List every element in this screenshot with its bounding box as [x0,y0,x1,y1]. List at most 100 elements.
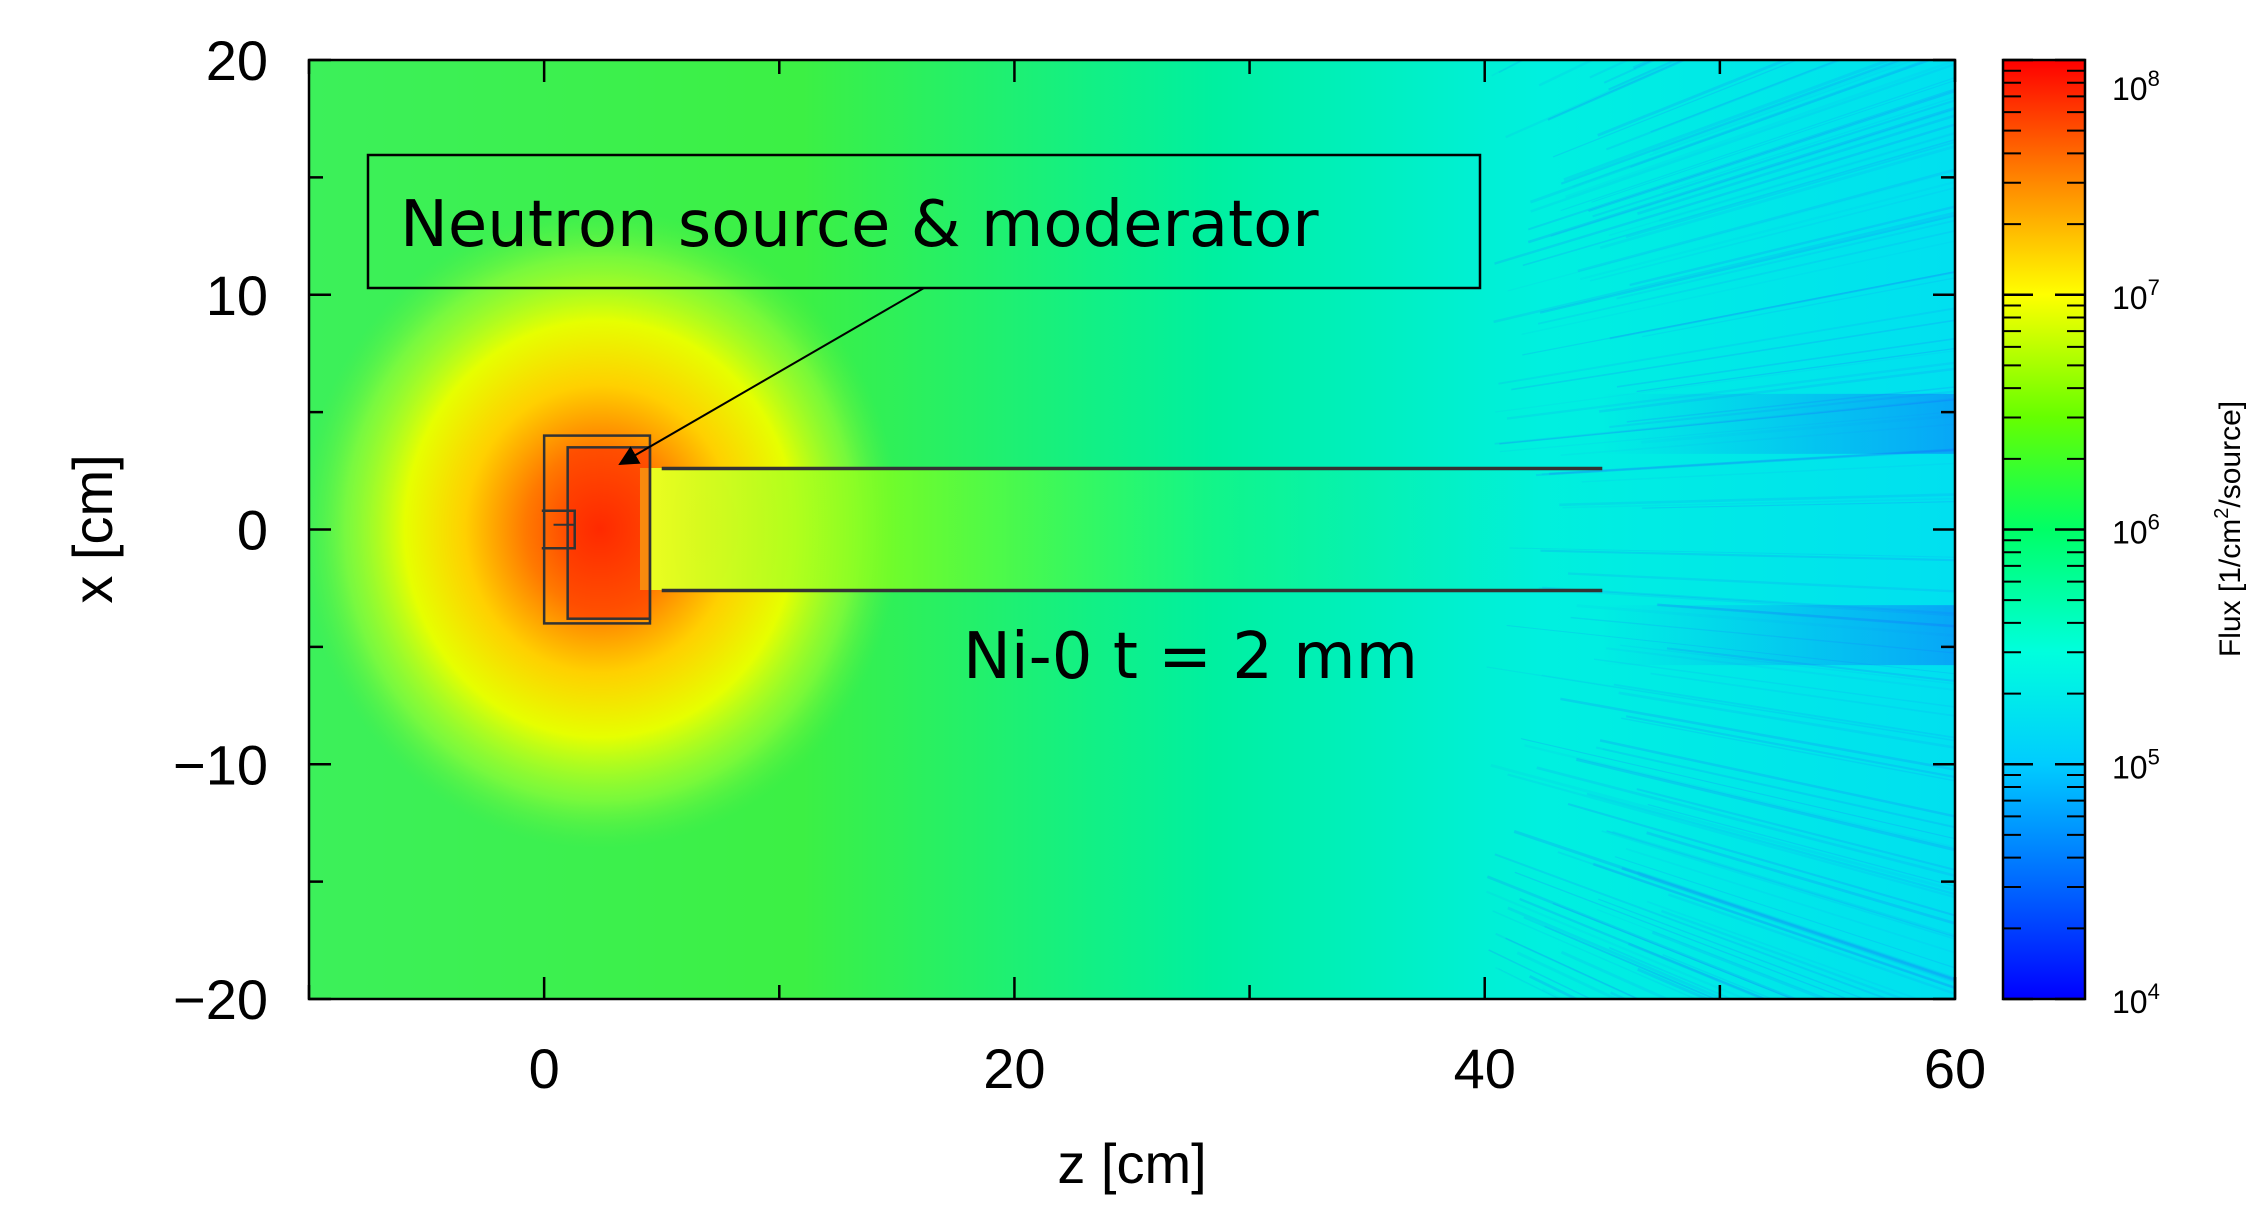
flux-streak [1486,666,1955,742]
flux-streak [1608,132,1955,237]
flux-streak [1514,871,1850,999]
flux-streak [1524,744,1955,849]
flux-streak [1652,60,1909,154]
flux-streak [1536,766,1955,878]
flux-streak [1597,898,1866,999]
flux-streak [1625,141,1955,238]
flux-streak [1516,951,1620,999]
flux-streak [1664,1071,1965,1226]
x-tick-label: 0 [529,1037,560,1100]
flux-streak [1637,114,1955,215]
flux-streak [1608,60,1678,91]
flux-streak [1596,909,1830,999]
flux-streak [1652,1009,1965,1154]
flux-streak [1647,803,1955,887]
flux-streak [1661,909,1907,999]
flux-streak [1505,937,1640,999]
flux-streak [1523,60,1526,61]
guide-annotation-text: Ni-0 t = 2 mm [963,620,1418,694]
y-tick-label: −20 [173,968,268,1031]
flux-streak [1588,90,1955,213]
flux-streak [1572,60,1929,188]
flux-streak [1621,1002,1965,1164]
flux-streak [1498,968,1561,999]
source-annotation-text: Neutron source & moderator [400,188,1319,262]
flux-streak [1562,497,1955,509]
flux-streak [1560,77,1955,212]
colorbar-title-sup: 2 [2211,508,2233,519]
flux-streak [1563,60,1894,182]
flux-streak [1567,572,1955,593]
flux-streak [1507,773,1955,899]
flux-streak [1507,906,1727,999]
flux-streak [1613,683,1955,739]
flux-streak [1627,942,1767,999]
flux-streak [1493,211,1955,324]
flux-streak [1552,60,1799,158]
flux-streak [1602,748,1955,829]
flux-streak [1557,851,1955,989]
flux-streak [1495,966,1561,999]
flux-streak [1658,131,1955,222]
flux-streak [1591,79,1955,203]
flux-streak [1529,974,1580,999]
flux-streak [1601,830,1955,940]
flux-streak [1519,897,1768,999]
flux-streak [1612,830,1955,936]
flux-streak [1509,547,1955,558]
flux-streak [1637,967,1711,999]
source-stub [541,509,576,550]
flux-streak [1522,138,1955,267]
flux-streak [1575,757,1955,852]
flux-streak [1572,1001,1965,1195]
flux-streak [1559,493,1955,507]
flux-streak [1535,449,1955,477]
flux-streak [1633,1036,1965,1201]
flux-low-band [1602,605,1955,666]
flux-streak [1608,946,1734,999]
flux-streak [1595,746,1955,829]
flux-streak [1662,954,1774,999]
flux-streak [1498,307,1955,385]
flux-streak [1581,462,1955,483]
flux-streak [1606,830,1955,938]
y-tick-label: 10 [206,264,268,327]
x-axis-title: z [cm] [1057,1132,1206,1195]
flux-low-band [1602,393,1955,454]
flux-streak [1506,361,1955,420]
flux-streak [1540,549,1955,562]
flux-streak [1625,848,1955,954]
flux-streak [1638,874,1955,984]
source-annotation-arrow [618,287,925,466]
flux-streak [1609,271,1955,340]
flux-streak [1618,691,1955,749]
colorbar-tick-label: 105 [2112,744,2160,785]
flux-streak [1651,930,1829,999]
flux-streak [1621,867,1955,982]
flux-streak [1494,350,1955,413]
x-tick-label: 20 [983,1037,1045,1100]
flux-streak [1650,60,1840,133]
flux-streak [1541,988,1565,999]
x-tick-label: 40 [1454,1037,1516,1100]
colorbar-tick-label: 104 [2112,979,2160,1020]
y-axis: 20 10 0 −10 −20 [173,29,1955,1031]
colorbar-tick-label: 106 [2112,510,2160,551]
flux-streak [1621,717,1955,782]
flux-streak [1537,229,1955,325]
flux-streak [1527,106,1955,244]
flux-streak [1593,658,1955,708]
flux-streak [1641,501,1955,509]
flux-streak [1530,62,1955,213]
flux-streak [1550,108,1955,237]
colorbar-tick-label: 108 [2112,66,2160,107]
flux-streak [1636,788,1955,871]
flux-streak [1529,60,1933,204]
flux-streak [1522,271,1955,356]
x-axis: 0 20 40 60 [307,60,1986,1100]
flux-streak [1567,803,1955,917]
flux-streak [1662,96,1955,193]
flux-streak [1552,902,1795,999]
flux-streak [1646,831,1955,925]
flux-streak [1614,856,1955,969]
